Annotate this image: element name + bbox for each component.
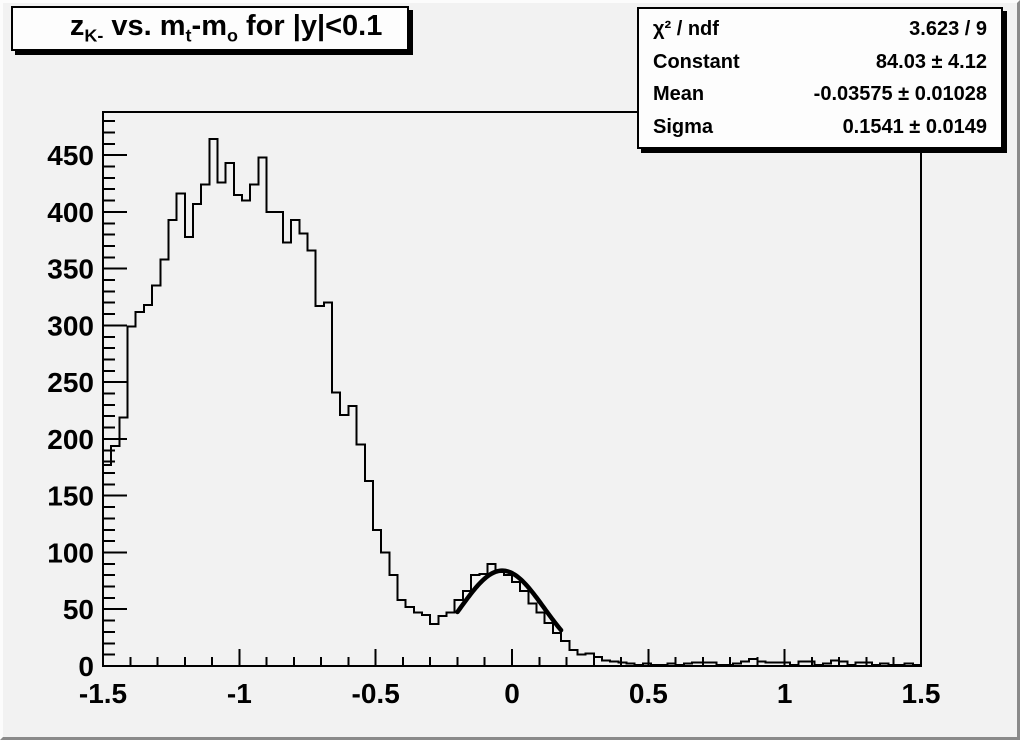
histogram-plot-area: 0 50 100 150 200 250 300 350 400 450 -1.5 -1 -0.5 0 0.… <box>3 3 1017 737</box>
stats-chi2-label: χ² / ndf <box>653 18 719 41</box>
histogram-title-box[interactable]: zK- vs. mt-mo for |y|<0.1 <box>11 6 409 51</box>
stats-row-mean: Mean -0.03575 ± 0.01028 <box>639 84 1001 104</box>
y-axis-ticks <box>103 120 127 667</box>
svg-text:-0.5: -0.5 <box>352 678 400 709</box>
x-axis-labels: -1.5 -1 -0.5 0 0.5 1 1.5 <box>79 678 941 709</box>
fit-curve <box>455 568 564 633</box>
svg-text:450: 450 <box>47 140 94 171</box>
svg-text:0: 0 <box>504 678 520 709</box>
svg-text:50: 50 <box>63 594 94 625</box>
svg-text:0: 0 <box>78 651 94 682</box>
stats-sigma-value: 0.1541 ± 0.0149 <box>842 115 987 138</box>
y-axis-labels: 0 50 100 150 200 250 300 350 400 450 <box>47 140 94 682</box>
stats-constant-label: Constant <box>653 50 740 73</box>
stats-sigma-label: Sigma <box>653 115 714 138</box>
histogram-line <box>102 138 922 666</box>
svg-text:100: 100 <box>47 537 94 568</box>
stats-mean-value: -0.03575 ± 0.01028 <box>813 83 987 106</box>
svg-text:200: 200 <box>47 424 94 455</box>
svg-text:350: 350 <box>47 254 94 285</box>
stats-row-constant: Constant 84.03 ± 4.12 <box>639 52 1001 72</box>
title-text: zK- vs. mt-mo for |y|<0.1 <box>69 10 383 46</box>
svg-text:1: 1 <box>777 678 793 709</box>
stats-row-sigma: Sigma 0.1541 ± 0.0149 <box>639 117 1001 137</box>
stats-constant-value: 84.03 ± 4.12 <box>875 50 987 73</box>
svg-text:150: 150 <box>47 481 94 512</box>
svg-text:-1: -1 <box>227 678 252 709</box>
stats-chi2-value: 3.623 / 9 <box>909 18 987 41</box>
svg-text:0.5: 0.5 <box>629 678 668 709</box>
svg-text:-1.5: -1.5 <box>79 678 127 709</box>
svg-text:1.5: 1.5 <box>902 678 941 709</box>
svg-text:250: 250 <box>47 367 94 398</box>
fit-stats-box[interactable]: χ² / ndf 3.623 / 9 Constant 84.03 ± 4.12… <box>637 7 1003 149</box>
svg-text:400: 400 <box>47 197 94 228</box>
stats-row-chi2: χ² / ndf 3.623 / 9 <box>639 19 1001 39</box>
svg-text:300: 300 <box>47 310 94 341</box>
stats-mean-label: Mean <box>653 83 705 106</box>
